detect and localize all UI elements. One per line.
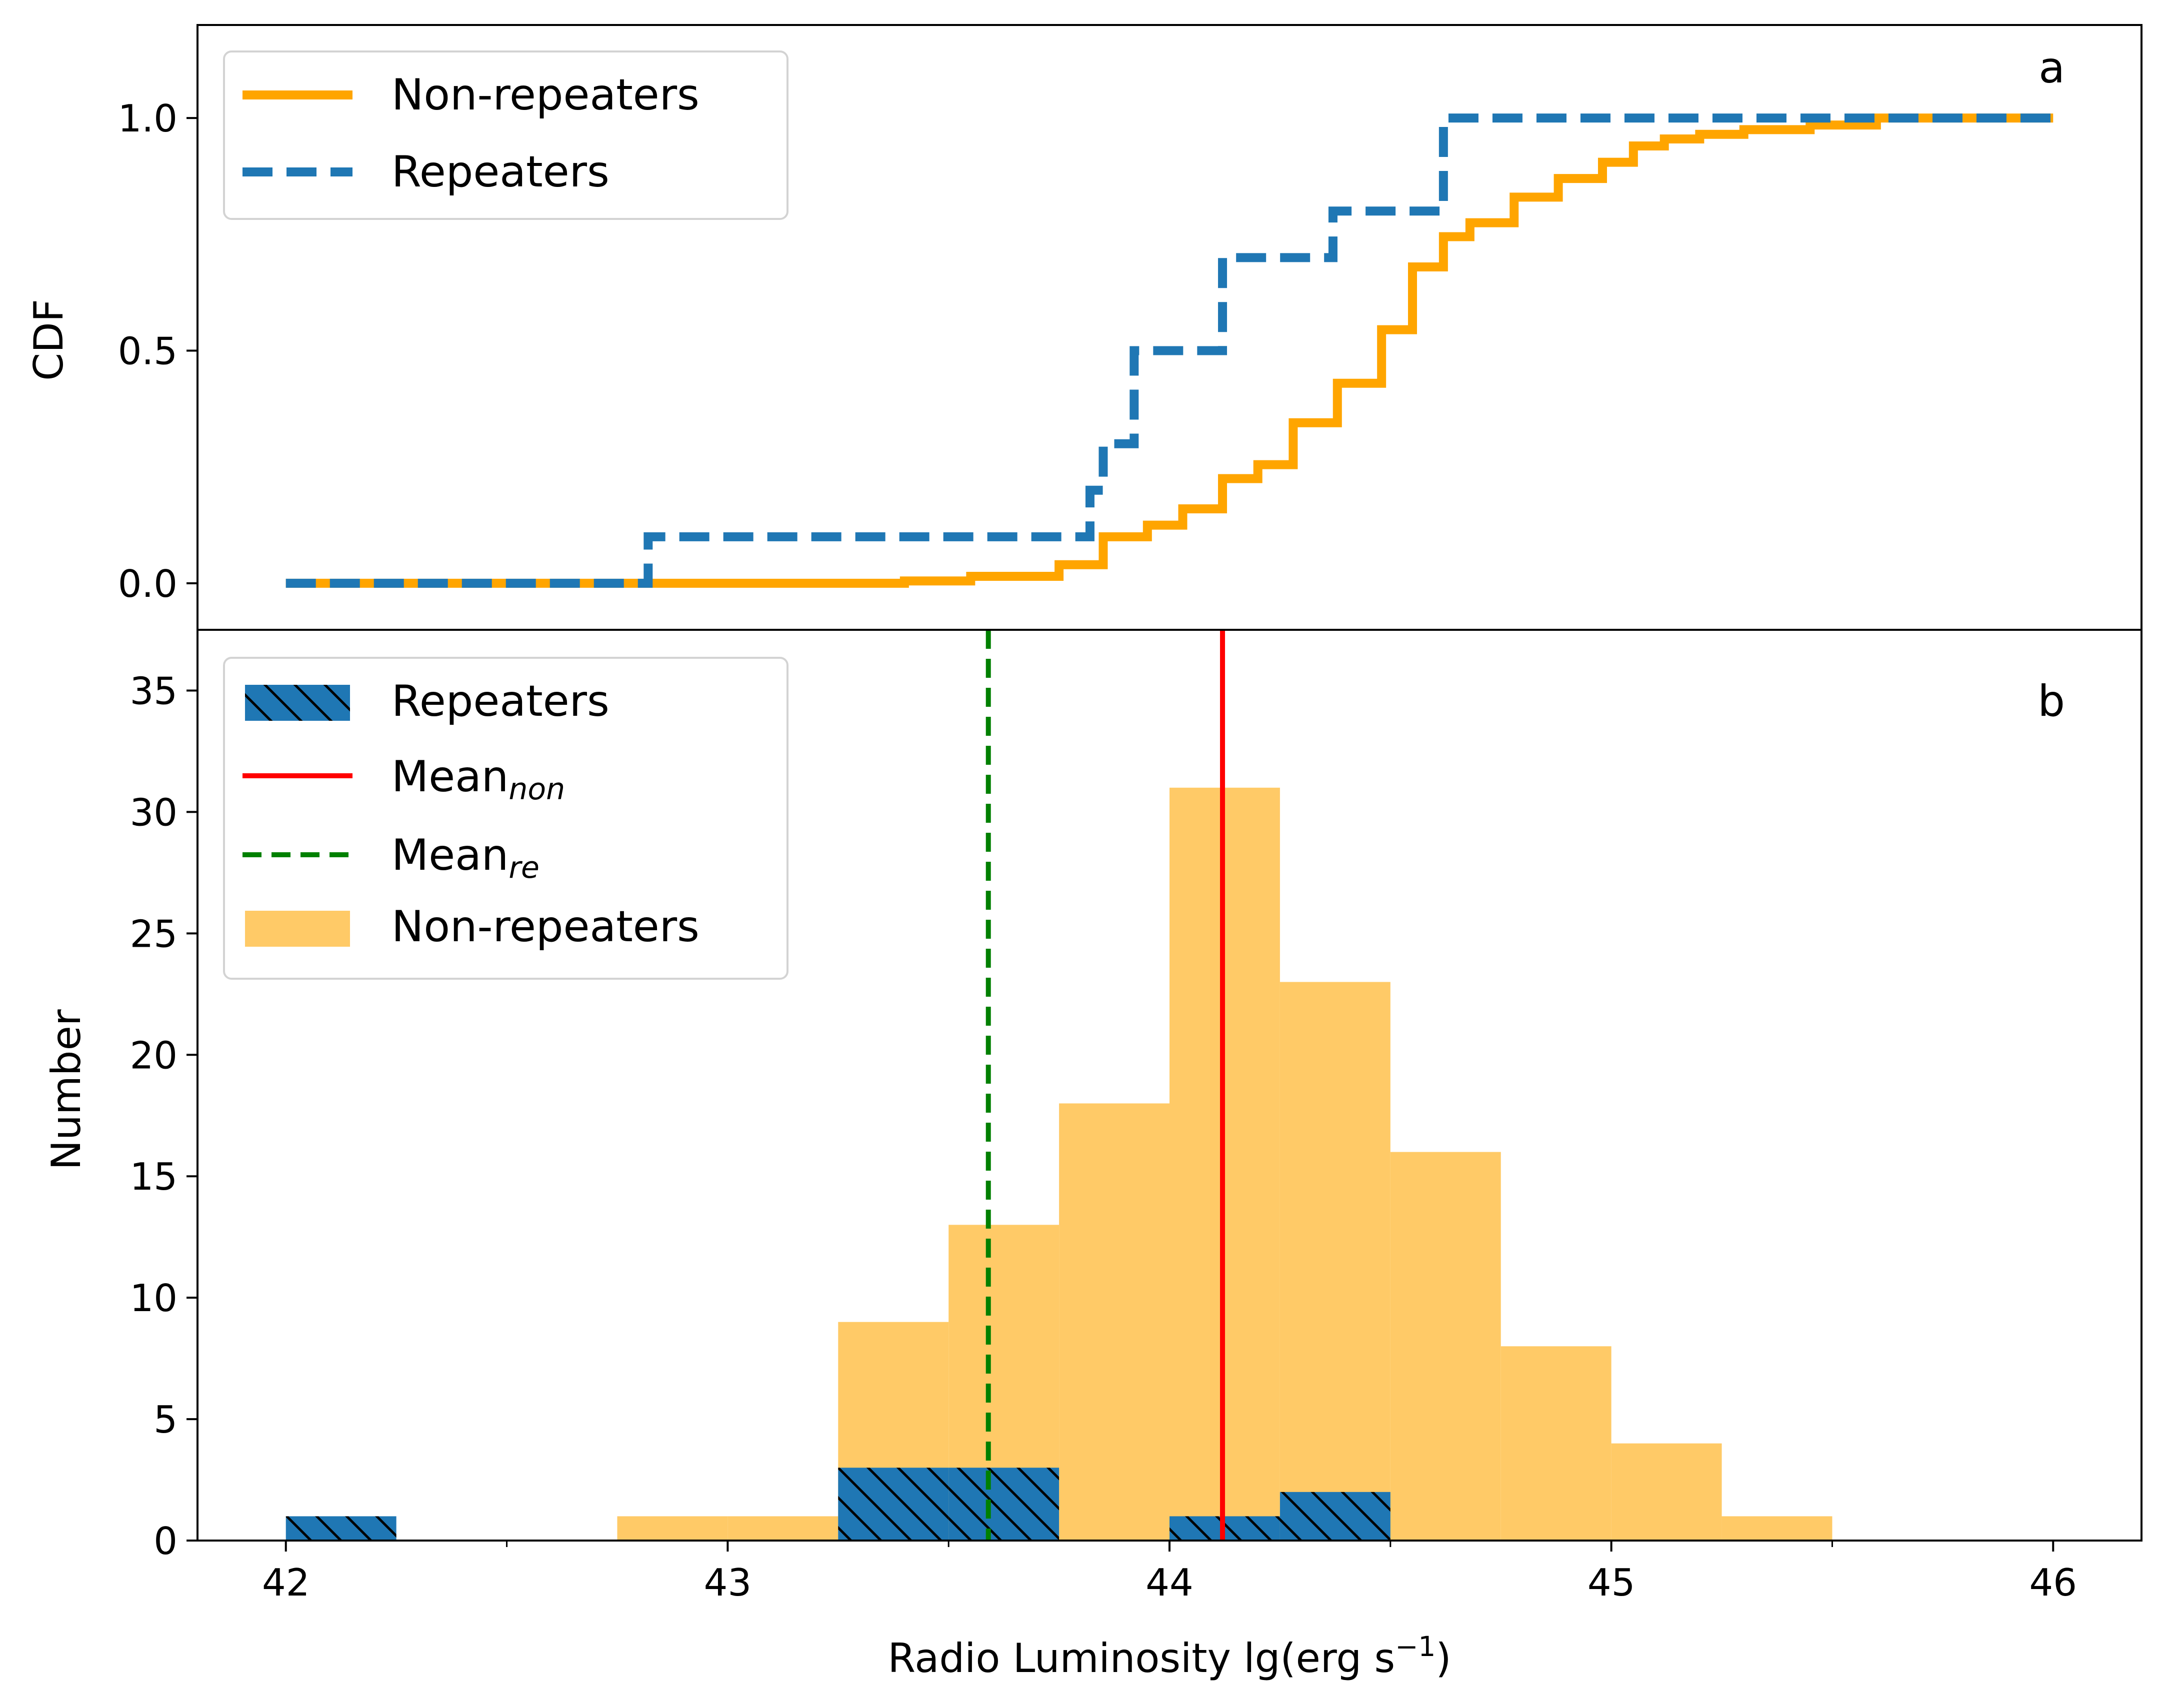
legend-mean-re-base: Mean bbox=[392, 830, 508, 880]
y-tick-label: 0.0 bbox=[118, 562, 178, 606]
panel-b-mean-lines bbox=[986, 630, 1226, 1541]
bar-repeaters bbox=[838, 1468, 949, 1541]
legend-mean-non-subscript: non bbox=[508, 772, 565, 807]
y-tick-label: 25 bbox=[130, 912, 178, 956]
panel-b-y-axis-label: Number bbox=[43, 1009, 90, 1170]
panel-b-x-ticks: 42 43 44 45 46 bbox=[262, 1541, 2077, 1605]
panel-a-y-ticks: 0.0 0.5 1.0 bbox=[118, 96, 198, 606]
legend-label-mean-re: Meanre bbox=[392, 830, 540, 885]
panel-b-letter: b bbox=[2038, 676, 2065, 726]
bar-non-repeaters bbox=[1611, 1443, 1722, 1541]
y-tick-label: 0.5 bbox=[118, 329, 178, 373]
x-axis-label-exponent: −1 bbox=[1395, 1631, 1436, 1663]
panel-a-legend: Non-repeaters Repeaters bbox=[223, 50, 788, 220]
legend-frame bbox=[223, 657, 788, 980]
panel-a: 0.0 0.5 1.0 a CDF Non-repeaters Repeaters bbox=[26, 24, 2142, 631]
y-tick-label: 20 bbox=[130, 1033, 178, 1077]
x-tick-label: 46 bbox=[2030, 1561, 2077, 1605]
panel-a-letter: a bbox=[2038, 43, 2065, 93]
panel-b-bars-non-repeaters bbox=[617, 787, 1832, 1541]
bar-repeaters bbox=[948, 1468, 1060, 1541]
panel-b-x-axis-label: Radio Luminosity lg(erg s−1) bbox=[888, 1631, 1451, 1682]
bar-repeaters bbox=[1280, 1492, 1390, 1541]
bar-non-repeaters bbox=[1390, 1152, 1501, 1541]
y-tick-label: 15 bbox=[130, 1155, 178, 1199]
x-tick-label: 42 bbox=[262, 1561, 310, 1605]
legend-frame bbox=[223, 50, 788, 220]
panel-a-series bbox=[286, 113, 2054, 588]
y-tick-label: 30 bbox=[130, 790, 178, 834]
y-tick-label: 35 bbox=[130, 669, 178, 713]
legend-mean-non-base: Mean bbox=[392, 752, 508, 802]
y-tick-label: 0 bbox=[154, 1519, 178, 1563]
y-tick-label: 10 bbox=[130, 1276, 178, 1320]
cdf-repeaters-line bbox=[286, 113, 2054, 588]
x-tick-label: 43 bbox=[704, 1561, 752, 1605]
legend-mean-re-subscript: re bbox=[508, 850, 540, 885]
panel-a-y-axis-label: CDF bbox=[26, 299, 72, 380]
legend-label-repeaters: Repeaters bbox=[392, 147, 610, 197]
bar-non-repeaters bbox=[1059, 1103, 1170, 1541]
panel-b-frame bbox=[196, 629, 2142, 1542]
y-tick-label: 5 bbox=[154, 1398, 178, 1442]
panel-b-bars-repeaters bbox=[286, 1468, 1390, 1541]
bar-non-repeaters bbox=[617, 1516, 728, 1541]
x-axis-label-main: Radio Luminosity lg(erg s bbox=[888, 1635, 1395, 1682]
bar-non-repeaters bbox=[1500, 1346, 1612, 1541]
panel-b: 0 5 10 15 20 25 30 35 42 43 44 45 46 b Number Radio… bbox=[43, 629, 2142, 1682]
y-tick-label: 1.0 bbox=[118, 96, 178, 140]
legend-label-non-repeaters: Non-repeaters bbox=[392, 902, 700, 952]
panel-b-legend: Repeaters Meannon Meanre Non-repeaters bbox=[223, 657, 788, 980]
bar-repeaters bbox=[286, 1516, 396, 1541]
panel-b-y-ticks: 0 5 10 15 20 25 30 35 bbox=[130, 669, 198, 1563]
bar-non-repeaters bbox=[1722, 1516, 1832, 1541]
cdf-non-repeaters-line bbox=[286, 113, 2054, 588]
legend-label-mean-non: Meannon bbox=[392, 752, 565, 807]
legend-label-repeaters: Repeaters bbox=[392, 676, 610, 726]
legend-swatch-non-repeaters bbox=[245, 911, 350, 947]
bar-non-repeaters bbox=[728, 1516, 838, 1541]
legend-swatch-repeaters bbox=[245, 685, 350, 721]
x-tick-label: 44 bbox=[1146, 1561, 1193, 1605]
bar-non-repeaters bbox=[1280, 982, 1390, 1541]
x-axis-label-close: ) bbox=[1436, 1635, 1451, 1682]
legend-label-non-repeaters: Non-repeaters bbox=[392, 70, 700, 120]
x-tick-label: 45 bbox=[1588, 1561, 1635, 1605]
